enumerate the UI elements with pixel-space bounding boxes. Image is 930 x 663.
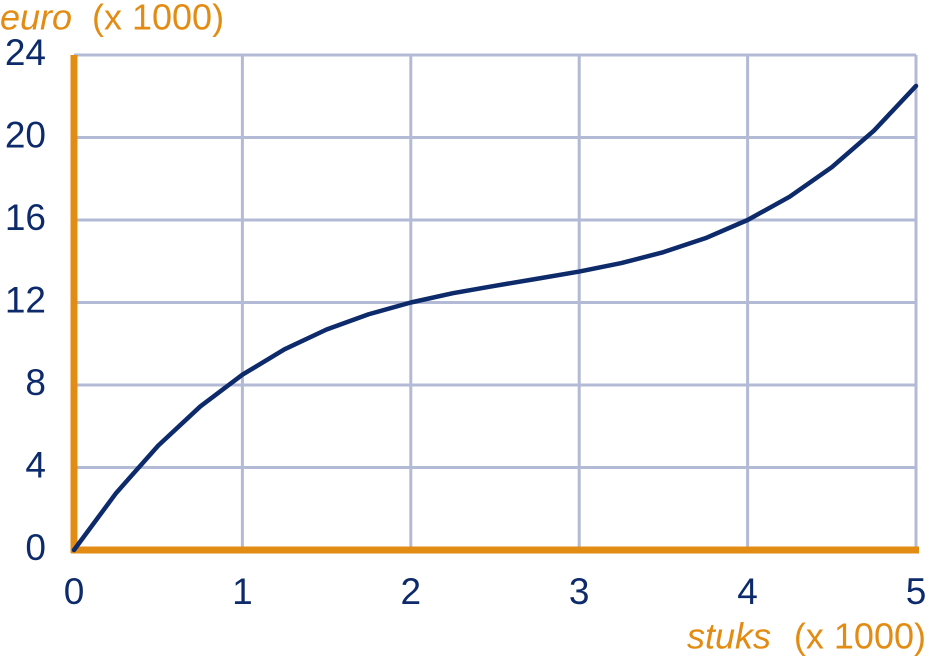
x-tick-label: 4 <box>737 571 758 612</box>
data-line <box>71 83 919 553</box>
y-tick-label: 24 <box>5 32 46 73</box>
y-tick-label: 12 <box>5 279 46 320</box>
x-axis-label: stuks <box>687 616 771 657</box>
x-tick-label: 0 <box>64 571 85 612</box>
y-tick-label: 16 <box>5 197 46 238</box>
y-axis-label: euro <box>0 0 72 38</box>
x-tick-label: 2 <box>401 571 422 612</box>
x-tick-label: 5 <box>906 571 927 612</box>
x-tick-label: 3 <box>569 571 590 612</box>
y-tick-label: 4 <box>25 444 46 485</box>
x-tick-label: 1 <box>232 571 253 612</box>
y-tick-label: 0 <box>25 527 46 568</box>
y-axis-unit: (x 1000) <box>92 0 224 38</box>
y-tick-label: 20 <box>5 114 46 155</box>
x-axis-unit: (x 1000) <box>794 616 926 657</box>
y-tick-label: 8 <box>25 362 46 403</box>
